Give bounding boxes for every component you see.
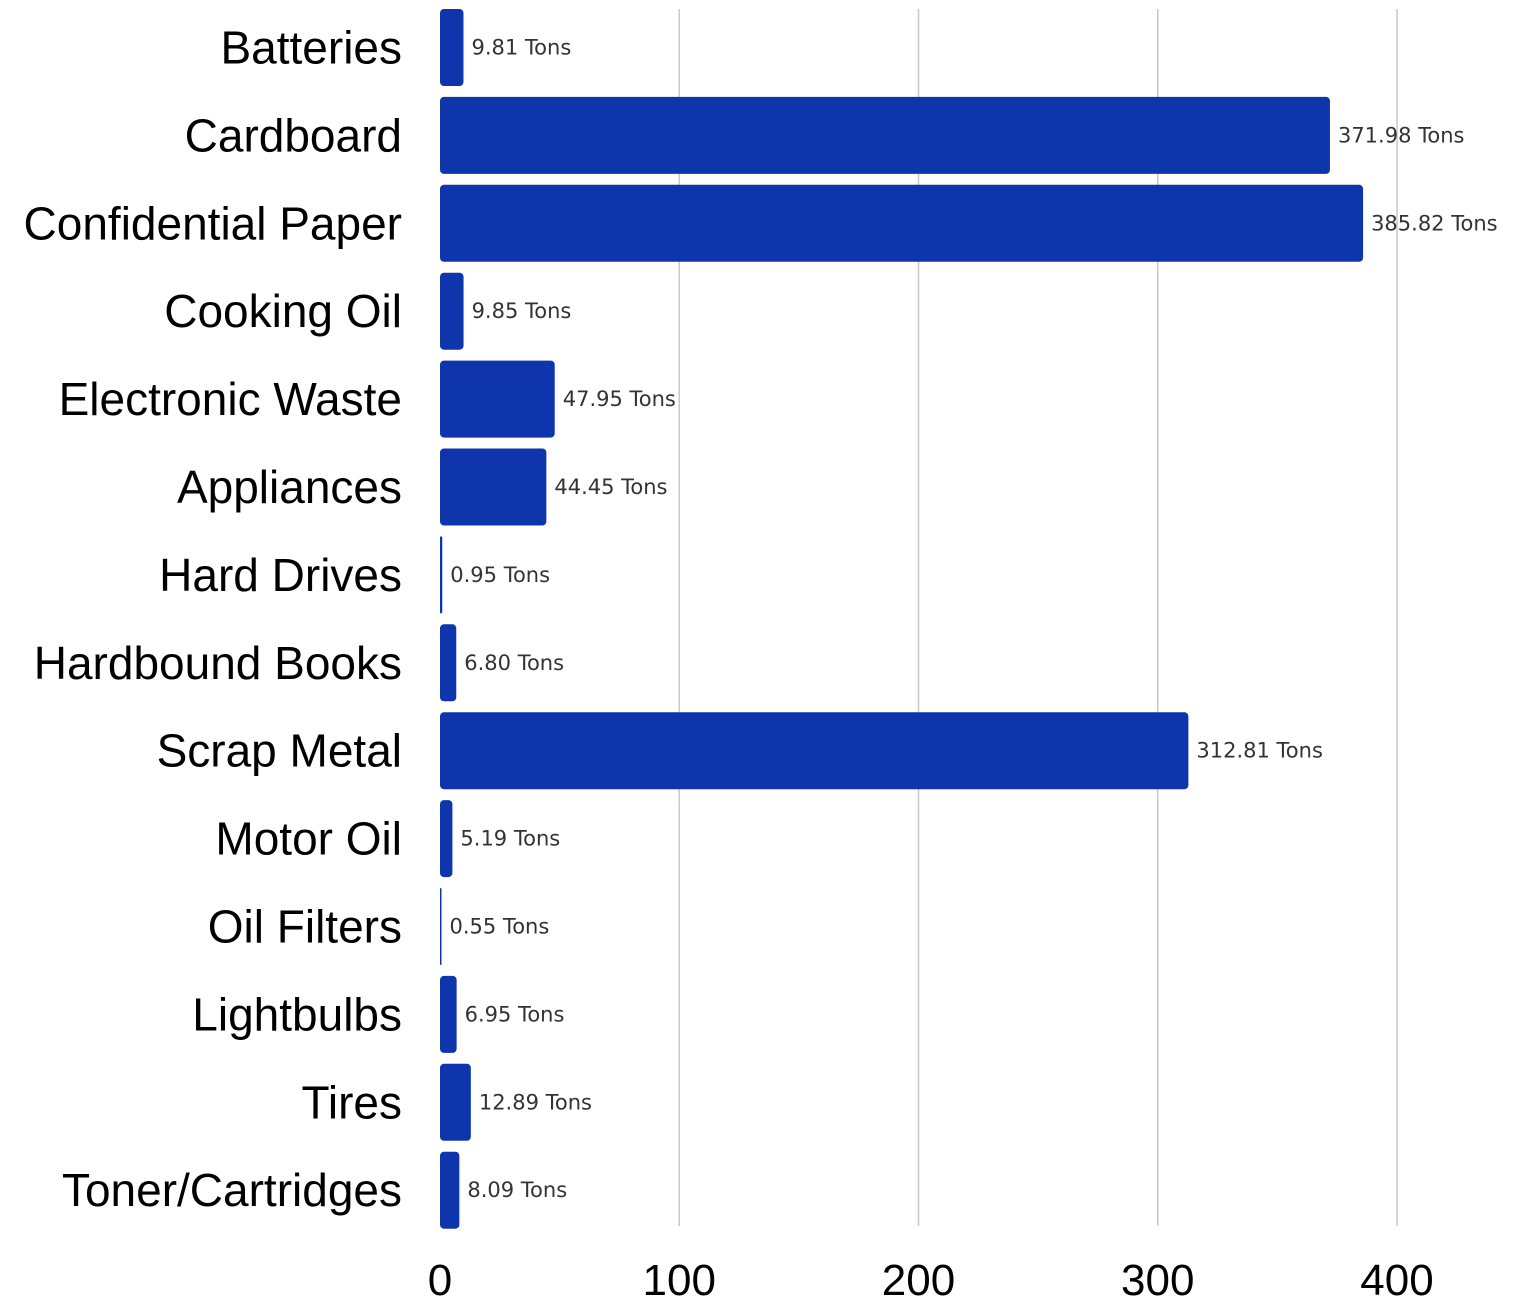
category-label-cardboard: Cardboard — [185, 109, 402, 161]
value-label-electronic-waste: 47.95 Tons — [563, 387, 676, 411]
bar-electronic-waste — [440, 360, 555, 438]
category-label-oil-filters: Oil Filters — [208, 901, 402, 953]
bar-confidential-paper — [440, 184, 1364, 262]
bar-cardboard — [440, 96, 1330, 174]
value-label-scrap-metal: 312.81 Tons — [1196, 739, 1323, 763]
category-labels: Batteries Cardboard Confidential Paper Cook… — [24, 22, 402, 1217]
category-label-motor-oil: Motor Oil — [215, 813, 402, 865]
value-label-cooking-oil: 9.85 Tons — [472, 299, 572, 323]
x-axis-ticks: 0 100 200 300 400 — [428, 1256, 1434, 1299]
value-label-cardboard: 371.98 Tons — [1338, 123, 1465, 147]
bar-cooking-oil — [440, 272, 464, 350]
value-label-batteries: 9.81 Tons — [471, 36, 571, 60]
bar-hard-drives — [440, 536, 443, 614]
value-label-confidential-paper: 385.82 Tons — [1371, 211, 1498, 235]
value-labels: 9.81 Tons 371.98 Tons 385.82 Tons 9.85 Tons… — [450, 36, 1498, 1203]
bar-scrap-metal — [440, 712, 1189, 790]
bar-batteries — [440, 9, 464, 86]
value-label-tires: 12.89 Tons — [479, 1090, 592, 1114]
category-label-hardbound-books: Hardbound Books — [34, 637, 402, 689]
bar-lightbulbs — [440, 975, 457, 1053]
x-tick-label-100: 100 — [643, 1256, 716, 1299]
category-label-electronic-waste: Electronic Waste — [59, 373, 402, 425]
category-label-lightbulbs: Lightbulbs — [192, 988, 402, 1040]
x-tick-label-300: 300 — [1121, 1256, 1194, 1299]
category-label-tires: Tires — [301, 1076, 402, 1128]
bar-oil-filters — [440, 888, 442, 965]
value-label-hard-drives: 0.95 Tons — [450, 563, 550, 587]
bars — [440, 9, 1364, 1229]
category-label-hard-drives: Hard Drives — [159, 549, 402, 601]
category-label-cooking-oil: Cooking Oil — [164, 285, 402, 337]
bar-appliances — [440, 448, 547, 526]
value-label-hardbound-books: 6.80 Tons — [464, 651, 564, 675]
value-label-motor-oil: 5.19 Tons — [460, 827, 560, 851]
x-tick-label-200: 200 — [882, 1256, 955, 1299]
value-label-toner-cartridges: 8.09 Tons — [467, 1178, 567, 1202]
value-label-appliances: 44.45 Tons — [554, 475, 667, 499]
category-label-scrap-metal: Scrap Metal — [157, 725, 402, 777]
value-label-lightbulbs: 6.95 Tons — [465, 1002, 565, 1026]
category-label-batteries: Batteries — [220, 22, 402, 74]
bar-motor-oil — [440, 800, 453, 878]
category-label-confidential-paper: Confidential Paper — [24, 197, 402, 249]
value-label-oil-filters: 0.55 Tons — [450, 915, 550, 939]
x-tick-label-400: 400 — [1360, 1256, 1433, 1299]
category-label-toner-cartridges: Toner/Cartridges — [62, 1164, 402, 1216]
bar-hardbound-books — [440, 624, 457, 702]
bar-toner-cartridges — [440, 1151, 460, 1229]
bar-tires — [440, 1063, 471, 1141]
category-label-appliances: Appliances — [177, 461, 402, 513]
x-tick-label-0: 0 — [428, 1256, 452, 1299]
